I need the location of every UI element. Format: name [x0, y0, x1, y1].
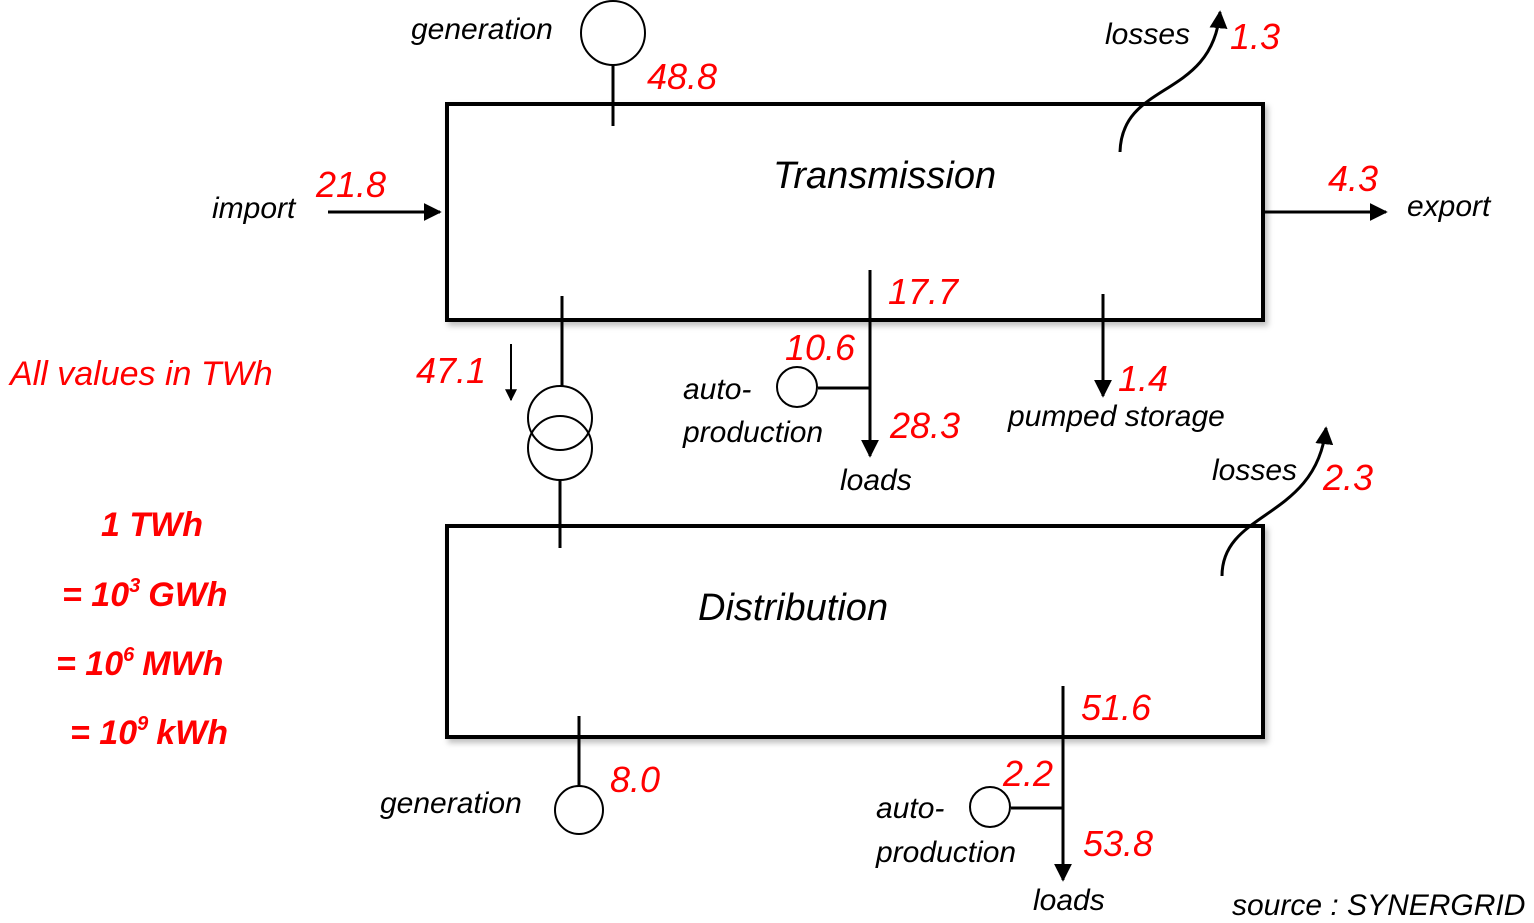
conversion-line-3-prefix: = 10	[56, 645, 123, 683]
to-distribution-value: 47.1	[416, 350, 486, 391]
transmission-losses-arrow	[1118, 10, 1228, 153]
conversion-line-3: = 106 MWh	[56, 644, 223, 683]
conversion-line-2: = 103 GWh	[62, 575, 228, 614]
conversion-line-4: = 109 kWh	[70, 713, 228, 752]
conversion-line-2-unit: GWh	[148, 576, 227, 614]
distribution-auto-label-2: production	[875, 836, 1016, 869]
transmission-generation-circle	[580, 0, 646, 66]
transmission-loads-label: loads	[840, 464, 912, 497]
import-label: import	[212, 192, 297, 225]
conversion-line-4-prefix: = 10	[70, 714, 137, 752]
import-value: 21.8	[315, 164, 386, 205]
distribution-auto-circle	[969, 786, 1011, 828]
distribution-box	[445, 524, 1265, 739]
transmission-auto-label-1: auto-	[683, 373, 751, 406]
distribution-generation-label: generation	[380, 787, 522, 820]
units-note: All values in TWh	[8, 355, 273, 393]
conversion-line-2-exp: 3	[129, 575, 140, 597]
distribution-losses-value: 2.3	[1322, 457, 1373, 498]
source-note: source : SYNERGRID	[1232, 889, 1525, 922]
transmission-auto-circle	[776, 366, 818, 408]
pumped-storage-value: 1.4	[1118, 358, 1168, 399]
conversion-line-4-exp: 9	[137, 713, 149, 735]
distribution-loads-label: loads	[1033, 884, 1105, 917]
distribution-auto-value: 2.2	[1002, 753, 1053, 794]
transmission-load-branch-value: 17.7	[888, 271, 960, 312]
distribution-losses-label: losses	[1212, 454, 1297, 487]
conversion-line-3-unit: MWh	[142, 645, 223, 683]
distribution-auto-label-1: auto-	[876, 792, 944, 825]
export-label: export	[1407, 190, 1492, 223]
conversion-line-1: 1 TWh	[101, 506, 203, 544]
transmission-loads-value: 28.3	[889, 405, 960, 446]
transmission-title: Transmission	[773, 155, 996, 197]
conversion-line-4-unit: kWh	[156, 714, 228, 752]
distribution-generation-value: 8.0	[610, 759, 660, 800]
distribution-losses-arrow	[1220, 426, 1334, 577]
transmission-losses-value: 1.3	[1230, 16, 1280, 57]
conversion-line-3-exp: 6	[123, 644, 135, 666]
export-value: 4.3	[1328, 158, 1378, 199]
transformer-coil-lower	[527, 415, 593, 481]
transmission-auto-value: 10.6	[785, 327, 856, 368]
distribution-title: Distribution	[698, 587, 888, 629]
transmission-losses-label: losses	[1105, 18, 1190, 51]
transformer-coil-upper	[527, 385, 593, 451]
transmission-box	[445, 102, 1265, 322]
distribution-load-branch-value: 51.6	[1081, 687, 1152, 728]
conversion-line-2-prefix: = 10	[62, 576, 129, 614]
distribution-loads-value: 53.8	[1083, 823, 1153, 864]
transmission-auto-label-2: production	[682, 416, 823, 449]
distribution-generation-circle	[554, 785, 604, 835]
pumped-storage-label: pumped storage	[1007, 400, 1225, 433]
transmission-generation-value: 48.8	[647, 56, 717, 97]
transmission-generation-label: generation	[411, 13, 553, 46]
